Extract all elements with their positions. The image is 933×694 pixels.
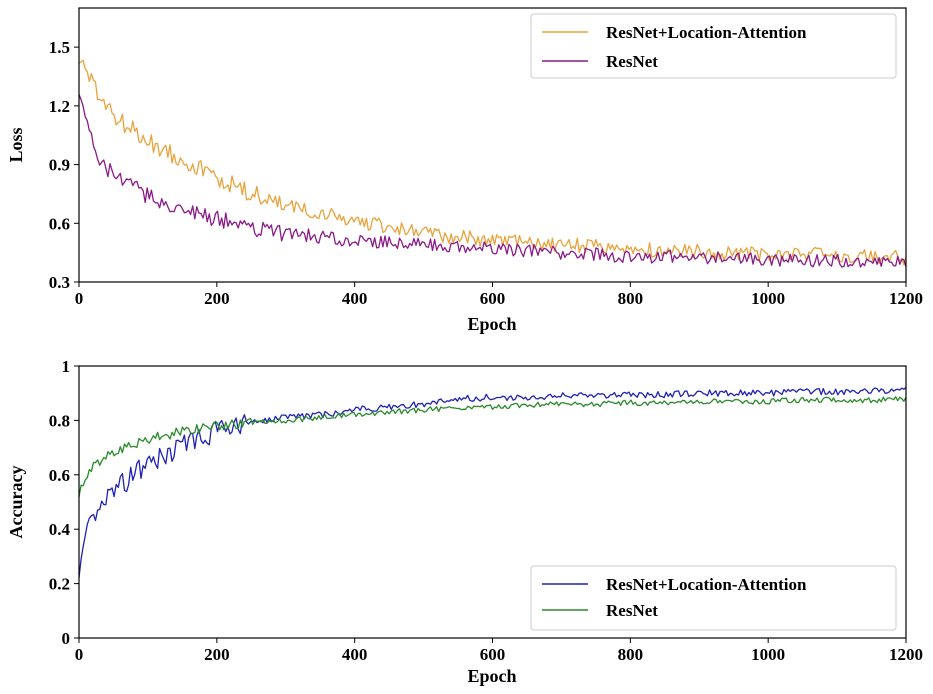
loss-x-tick-label: 1200: [889, 289, 923, 308]
loss-legend-box: [530, 13, 897, 79]
accuracy-y-tick-label: 0: [62, 629, 71, 648]
loss-y-tick-label: 1.5: [49, 38, 70, 57]
accuracy-legend-label-1: ResNet: [606, 601, 658, 620]
accuracy-y-tick-label: 0.6: [49, 466, 70, 485]
loss-legend-label-0: ResNet+Location-Attention: [606, 23, 807, 42]
accuracy-series-lines: [78, 386, 907, 578]
accuracy-x-tick-label: 200: [204, 645, 230, 664]
accuracy-chart: 0 200 400 600 800 1000 1200 0 0.2 0.4 0.6 0.8 1 Epoc…: [6, 357, 923, 686]
accuracy-x-tick-label: 0: [75, 645, 84, 664]
accuracy-ticks: 0 200 400 600 800 1000 1200 0 0.2 0.4 0.6 0.8 1: [49, 357, 923, 664]
loss-x-tick-label: 1000: [751, 289, 785, 308]
loss-y-tick-label: 0.3: [49, 273, 70, 292]
loss-y-tick-label: 1.2: [49, 97, 70, 116]
accuracy-legend-label-0: ResNet+Location-Attention: [606, 575, 807, 594]
loss-ticks: 0 200 400 600 800 1000 1200 0.3 0.6 0.9 1.2 1.5: [49, 38, 923, 308]
loss-x-tick-label: 400: [342, 289, 368, 308]
accuracy-series-line-0: [78, 386, 907, 578]
accuracy-y-tick-label: 0.2: [49, 575, 70, 594]
loss-y-tick-label: 0.6: [49, 214, 70, 233]
loss-x-tick-label: 200: [204, 289, 230, 308]
loss-x-tick-label: 0: [75, 289, 84, 308]
accuracy-x-tick-label: 800: [618, 645, 644, 664]
accuracy-x-tick-label: 400: [342, 645, 368, 664]
loss-legend-label-1: ResNet: [606, 52, 658, 71]
loss-series-lines: [78, 59, 907, 268]
loss-series-line-0: [78, 59, 907, 266]
loss-x-tick-label: 800: [618, 289, 644, 308]
accuracy-series-line-1: [78, 396, 907, 497]
loss-x-tick-label: 600: [480, 289, 506, 308]
accuracy-legend-box: [530, 565, 897, 631]
loss-chart: 0 200 400 600 800 1000 1200 0.3 0.6 0.9 1.2 1.5 Epo…: [6, 7, 923, 334]
accuracy-y-tick-label: 0.4: [49, 520, 71, 539]
accuracy-x-tick-label: 1200: [889, 645, 923, 664]
accuracy-y-axis-label: Accuracy: [6, 466, 26, 539]
accuracy-x-tick-label: 1000: [751, 645, 785, 664]
loss-y-axis-label: Loss: [6, 127, 26, 162]
accuracy-y-tick-label: 1: [62, 357, 71, 376]
loss-x-axis-label: Epoch: [467, 314, 516, 334]
accuracy-x-axis-label: Epoch: [467, 666, 516, 686]
loss-y-tick-label: 0.9: [49, 156, 70, 175]
loss-legend: ResNet+Location-Attention ResNet: [530, 13, 897, 79]
accuracy-x-tick-label: 600: [480, 645, 506, 664]
accuracy-y-tick-label: 0.8: [49, 411, 70, 430]
loss-series-line-1: [78, 94, 907, 268]
accuracy-legend: ResNet+Location-Attention ResNet: [530, 565, 897, 631]
